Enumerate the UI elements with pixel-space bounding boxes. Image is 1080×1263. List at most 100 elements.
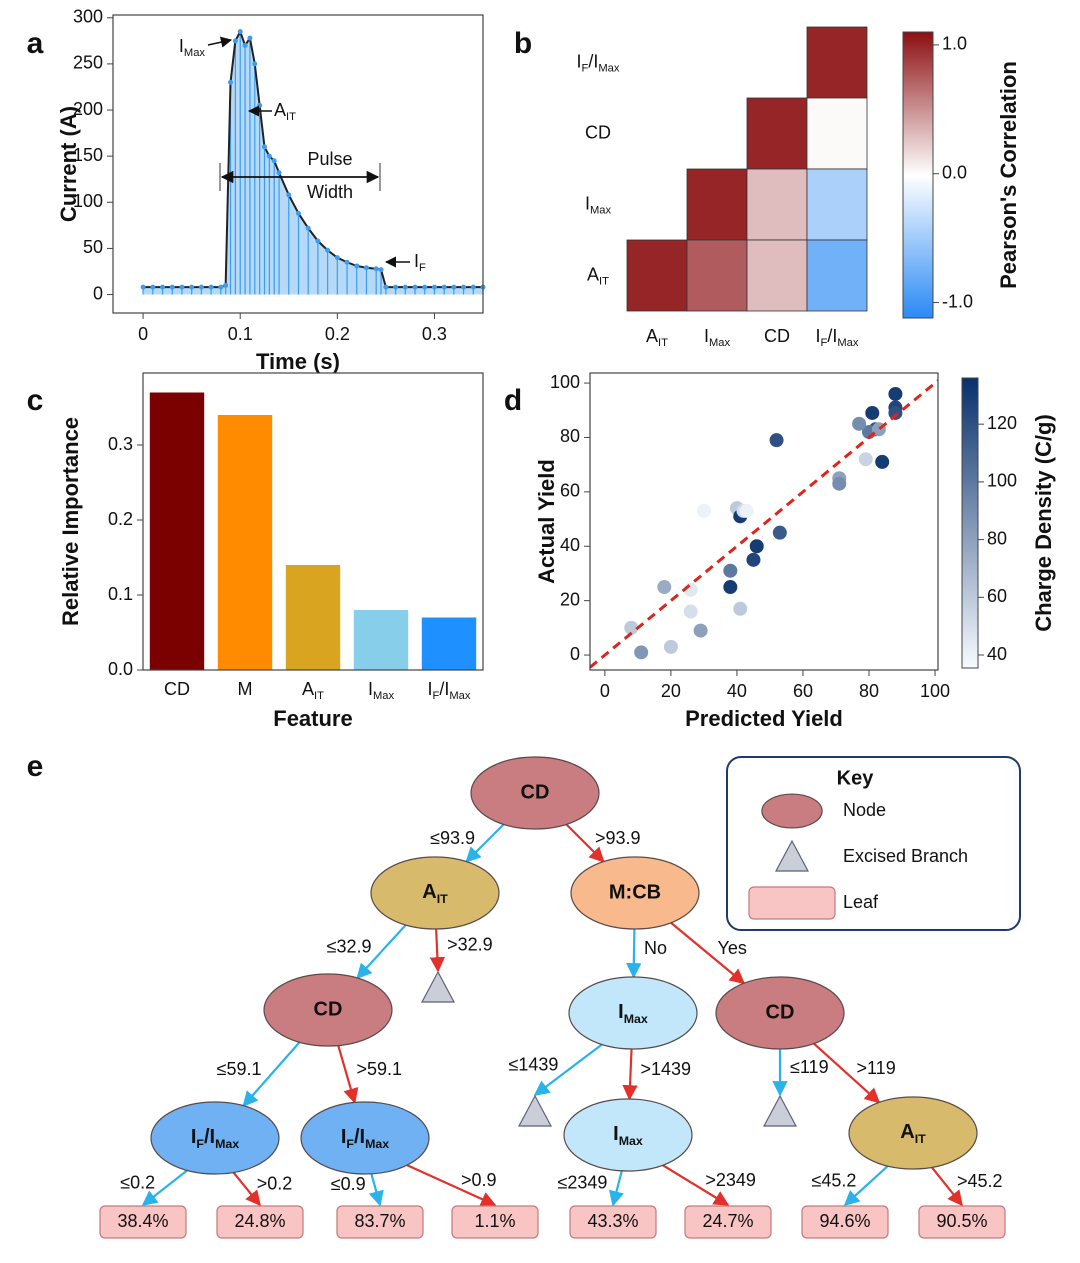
marker: [402, 284, 408, 290]
point: [875, 454, 890, 469]
marker: [305, 225, 311, 231]
reference-line: [590, 379, 938, 669]
marker: [150, 284, 156, 290]
colorbar-tick-label: 80: [987, 528, 1007, 548]
heatmap-cell: [746, 168, 808, 241]
marker: [451, 284, 457, 290]
leaf-label: 1.1%: [474, 1211, 515, 1231]
y-tick-label: 40: [560, 535, 580, 555]
point: [723, 563, 738, 578]
x-tick-label: 0.2: [325, 324, 350, 344]
edge-label: ≤32.9: [327, 936, 372, 956]
node: [761, 793, 823, 829]
x-axis-label: Feature: [273, 706, 352, 731]
node-label: CD: [766, 1001, 795, 1023]
edge: [565, 823, 605, 863]
excised-branch: [518, 1094, 552, 1127]
colorbar: [961, 377, 979, 669]
y-tick-label: IF/IMax: [577, 51, 620, 74]
marker: [363, 265, 369, 271]
x-tick-label: 80: [859, 681, 879, 701]
x-tick-label: IMax: [368, 679, 395, 702]
marker: [223, 282, 229, 288]
edge: [406, 1164, 497, 1207]
point: [865, 405, 880, 420]
annotation: IF: [414, 251, 426, 274]
node: [470, 756, 600, 830]
point: [739, 503, 754, 518]
y-tick-label: 60: [560, 481, 580, 501]
y-tick-label: 0.0: [108, 659, 133, 679]
y-tick-label: 150: [73, 145, 103, 165]
marker: [266, 153, 272, 159]
marker: [461, 284, 467, 290]
node-label: M:CB: [609, 881, 661, 903]
marker: [412, 284, 418, 290]
marker: [261, 144, 267, 150]
heatmap-cell: [806, 26, 868, 99]
annotation: Pulse: [307, 149, 352, 169]
x-tick-label: 60: [793, 681, 813, 701]
node: [715, 976, 845, 1050]
node: [848, 1096, 978, 1170]
marker: [325, 247, 331, 253]
node-label: AIT: [422, 881, 448, 906]
edge: [533, 1043, 603, 1096]
colorbar-tick-label: 40: [987, 644, 1007, 664]
marker: [276, 170, 282, 176]
point: [683, 604, 698, 619]
edge: [465, 823, 505, 863]
leaf-label: 83.7%: [354, 1211, 405, 1231]
leaf-label: 90.5%: [936, 1211, 987, 1231]
edge-label: >0.2: [257, 1173, 293, 1193]
panel-label: c: [27, 384, 44, 417]
point: [693, 623, 708, 638]
leaf: [216, 1205, 304, 1239]
edge-label: >119: [857, 1058, 896, 1078]
marker: [252, 61, 258, 67]
x-tick-label: IF/IMax: [428, 679, 471, 702]
node: [150, 1101, 280, 1175]
x-tick-label: AIT: [646, 326, 668, 349]
edge: [670, 921, 746, 985]
marker: [378, 267, 384, 273]
colorbar-tick-label: 1.0: [942, 34, 967, 54]
panel-label: a: [27, 27, 44, 60]
marker: [354, 263, 360, 269]
edge-label: No: [644, 938, 667, 958]
heatmap-cell: [746, 239, 808, 312]
edge-label: ≤0.2: [120, 1172, 155, 1192]
node-label: CD: [314, 998, 343, 1020]
point: [663, 639, 678, 654]
marker: [295, 210, 301, 216]
leaf: [918, 1205, 1006, 1239]
key-title: Key: [837, 767, 875, 789]
y-axis-label: Current (A): [56, 106, 81, 222]
plot-frame: [112, 14, 484, 314]
edge: [141, 1169, 188, 1206]
edge-label: ≤59.1: [217, 1059, 262, 1079]
excised-branch: [421, 970, 455, 1003]
marker: [257, 102, 263, 108]
y-tick-label: IMax: [585, 193, 612, 216]
plot-frame: [142, 372, 484, 671]
area: [143, 31, 483, 295]
y-tick-label: 200: [73, 99, 103, 119]
point: [852, 416, 867, 431]
edge-label: ≤119: [790, 1057, 829, 1077]
x-tick-label: 0.3: [422, 324, 447, 344]
colorbar-label: Charge Density (C/g): [1031, 414, 1056, 632]
node-label: IF/IMax: [191, 1126, 239, 1151]
marker: [218, 284, 224, 290]
y-tick-label: 20: [560, 589, 580, 609]
x-tick-label: 20: [661, 681, 681, 701]
edge-label: >1439: [641, 1059, 692, 1079]
panel-label: b: [514, 27, 532, 60]
point: [858, 452, 873, 467]
marker: [334, 255, 340, 261]
excised-branch: [775, 839, 809, 872]
marker: [140, 284, 146, 290]
bar: [421, 617, 477, 670]
leaf: [99, 1205, 187, 1239]
x-axis-label: Predicted Yield: [685, 706, 843, 731]
